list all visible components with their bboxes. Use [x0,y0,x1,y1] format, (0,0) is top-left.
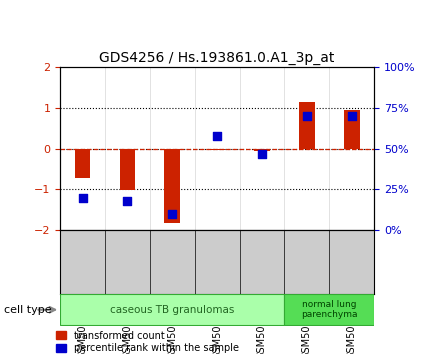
Bar [284,295,374,325]
Text: normal lung
parenchyma: normal lung parenchyma [301,300,357,319]
Point [124,198,131,204]
Point [79,195,86,200]
Bar [254,149,270,151]
Bar [344,110,359,149]
Bar [120,149,135,190]
Title: GDS4256 / Hs.193861.0.A1_3p_at: GDS4256 / Hs.193861.0.A1_3p_at [99,51,335,65]
Legend: transformed count, percentile rank within the sample: transformed count, percentile rank withi… [56,331,239,353]
Text: cell type: cell type [4,305,52,315]
Bar [75,149,90,178]
Point [304,113,310,119]
Bar [299,102,315,149]
Bar [209,149,225,150]
Point [214,133,221,138]
Bar [60,295,284,325]
Bar [164,149,180,223]
Text: caseous TB granulomas: caseous TB granulomas [110,305,234,315]
Point [258,151,265,156]
Point [169,211,176,217]
Point [348,113,355,119]
